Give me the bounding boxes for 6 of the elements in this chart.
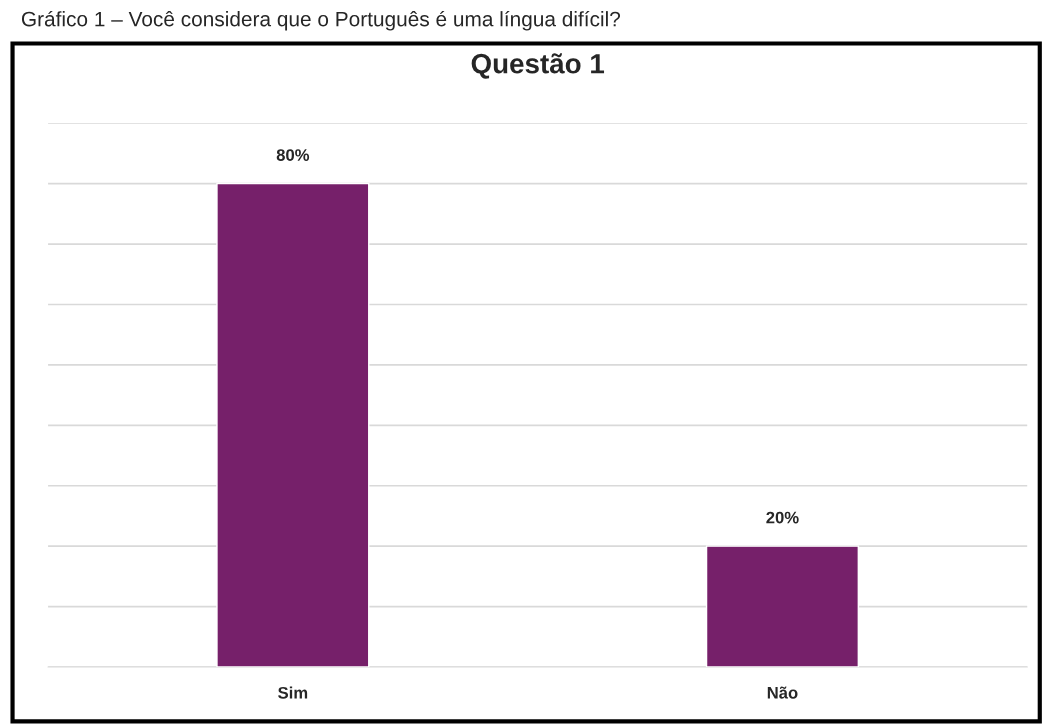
x-tick-label: Sim (278, 686, 308, 699)
text: Gráfico 1 – Você considera que o Português é uma língua difícil? (21, 10, 621, 31)
data-label: 80% (276, 149, 310, 161)
chart-title: Questão 1 (471, 53, 605, 79)
x-tick-label: Não (767, 686, 798, 699)
data-label: 20% (766, 511, 799, 524)
